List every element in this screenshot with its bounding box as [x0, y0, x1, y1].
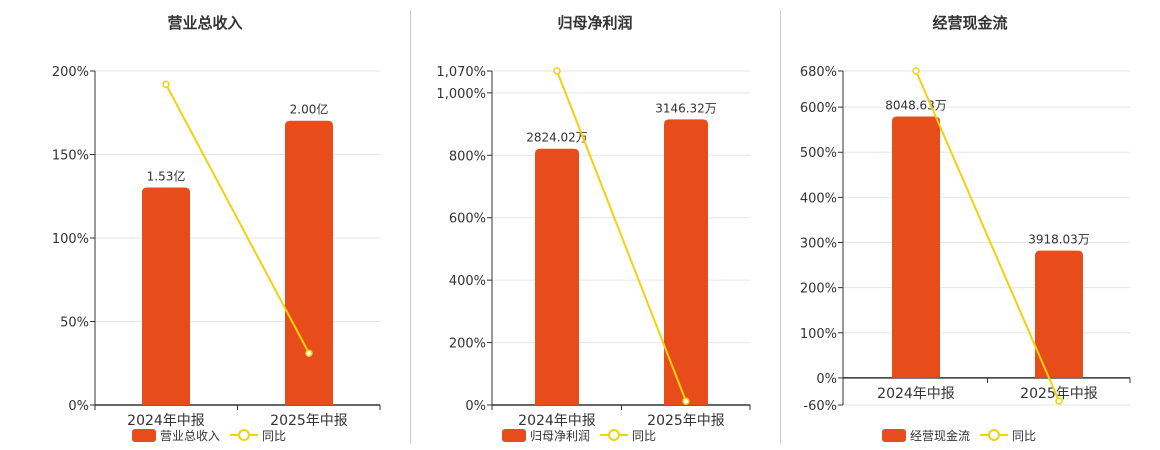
- bar: [1035, 250, 1083, 378]
- chart-panel-net-profit: 归母净利润 0% 200% 400% 600% 800% 1,000% 1,070% 2824…: [410, 0, 780, 450]
- yoy-point: [305, 349, 313, 357]
- legend-label-yoy: 同比: [632, 428, 657, 443]
- y-tick-label: 200%: [800, 282, 837, 297]
- line-swatch: [980, 428, 1009, 442]
- bar: [535, 148, 579, 405]
- y-tick-label: 0%: [465, 399, 486, 414]
- yoy-point: [162, 80, 170, 89]
- chart-title: 营业总收入: [167, 14, 243, 32]
- x-tick-label: 2025年中报: [1020, 386, 1098, 402]
- legend-label-yoy: 同比: [262, 428, 287, 443]
- y-tick-label: 0%: [816, 372, 837, 387]
- y-tick-label: 200%: [52, 65, 89, 80]
- chart-legend: 营业总收入 同比: [132, 426, 296, 444]
- chart-svg: -60% 0% 100% 200% 300% 400% 500% 600% 680% 8048.6…: [800, 65, 1131, 414]
- chart-legend: 经营现金流 同比: [882, 426, 1046, 444]
- x-tick-label: 2024年中报: [877, 386, 955, 402]
- x-tick-label: 2024年中报: [518, 413, 596, 429]
- bar-data-label: 2.00亿: [290, 102, 329, 117]
- x-tick-label: 2025年中报: [647, 413, 725, 429]
- bar-swatch: [502, 428, 526, 442]
- y-tick-label: 600%: [449, 212, 486, 227]
- y-tick-label: -60%: [803, 399, 837, 414]
- line-swatch: [230, 428, 259, 442]
- legend-item-bar[interactable]: 经营现金流: [882, 427, 970, 444]
- legend-label-bar: 经营现金流: [910, 428, 971, 443]
- y-tick-label: 1,000%: [436, 87, 486, 102]
- legend-item-bar[interactable]: 归母净利润: [502, 427, 590, 444]
- y-tick-label: 100%: [800, 327, 837, 342]
- chart-title: 经营现金流: [932, 14, 1008, 32]
- chart-panel-revenue: 营业总收入 0% 50% 100% 150% 200% 1.53亿 2.00亿 2024年中报…: [0, 0, 410, 450]
- y-tick-label: 200%: [449, 337, 486, 352]
- legend-item-yoy[interactable]: 同比: [230, 427, 286, 444]
- y-tick-label: 800%: [449, 149, 486, 164]
- legend-label-yoy: 同比: [1012, 428, 1037, 443]
- legend-label-bar: 归母净利润: [530, 428, 591, 443]
- y-tick-label: 680%: [800, 65, 837, 80]
- line-swatch: [600, 428, 629, 442]
- bar: [664, 119, 708, 406]
- panel-divider: [410, 10, 411, 444]
- y-tick-label: 300%: [800, 237, 837, 252]
- bar: [285, 120, 333, 405]
- y-tick-label: 500%: [800, 146, 837, 161]
- y-tick-label: 0%: [68, 399, 89, 414]
- chart-svg: 0% 200% 400% 600% 800% 1,000% 1,070% 2824.02万 31…: [436, 65, 751, 429]
- y-tick-label: 400%: [449, 274, 486, 289]
- yoy-point: [682, 397, 690, 406]
- chart-panel-cash-flow: 经营现金流 -60% 0% 100% 200% 300% 400% 500% 600% 680%…: [780, 0, 1160, 450]
- yoy-point: [912, 67, 920, 75]
- chart-plot: 0% 50% 100% 150% 200% 1.53亿 2.00亿 2024年中报 2025年中…: [52, 65, 381, 429]
- yoy-line: [556, 70, 687, 402]
- y-tick-label: 150%: [52, 149, 89, 164]
- bar-data-label: 3146.32万: [655, 101, 717, 115]
- legend-label-bar: 营业总收入: [160, 428, 221, 443]
- y-tick-label: 400%: [800, 191, 837, 206]
- legend-item-yoy[interactable]: 同比: [980, 427, 1036, 444]
- bar: [142, 187, 190, 405]
- panel-divider: [780, 10, 781, 444]
- y-tick-label: 100%: [52, 232, 89, 247]
- x-tick-label: 2024年中报: [127, 413, 205, 429]
- chart-plot: -60% 0% 100% 200% 300% 400% 500% 600% 680% 8048.6…: [800, 65, 1131, 414]
- y-tick-label: 600%: [800, 101, 837, 116]
- bar-swatch: [882, 428, 906, 442]
- yoy-line: [165, 83, 310, 354]
- bar-data-label: 2824.02万: [526, 131, 588, 145]
- yoy-point: [1055, 397, 1063, 405]
- yoy-point: [553, 67, 561, 75]
- chart-title: 归母净利润: [557, 14, 633, 32]
- bar: [892, 116, 940, 378]
- bar-swatch: [132, 428, 156, 442]
- y-tick-label: 1,070%: [436, 65, 486, 80]
- chart-legend: 归母净利润 同比: [502, 426, 666, 444]
- x-tick-label: 2025年中报: [270, 413, 348, 429]
- chart-svg: 0% 50% 100% 150% 200% 1.53亿 2.00亿 2024年中报 2025年中…: [52, 65, 381, 429]
- y-tick-label: 50%: [60, 316, 89, 331]
- bar-data-label: 3918.03万: [1028, 233, 1090, 247]
- legend-item-yoy[interactable]: 同比: [600, 427, 656, 444]
- yoy-line: [915, 70, 1060, 402]
- legend-item-bar[interactable]: 营业总收入: [132, 427, 220, 444]
- chart-plot: 0% 200% 400% 600% 800% 1,000% 1,070% 2824.02万 31…: [436, 65, 751, 429]
- bar-data-label: 8048.63万: [885, 99, 947, 113]
- bar-data-label: 1.53亿: [147, 169, 186, 184]
